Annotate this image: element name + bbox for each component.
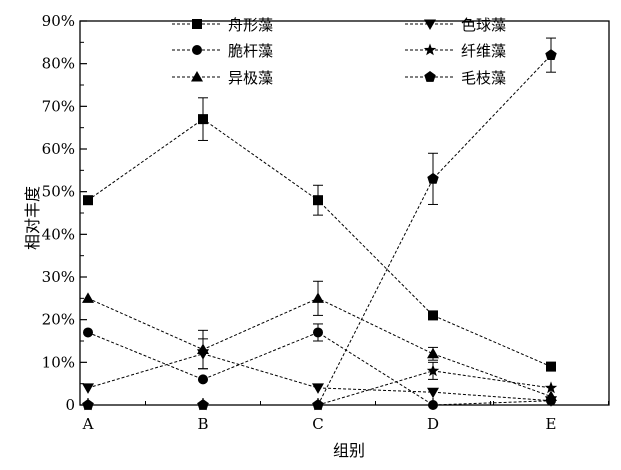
- legend-item: 舟形藻: [172, 16, 273, 34]
- x-axis-title: 组别: [333, 441, 365, 460]
- series-1: [83, 97, 556, 372]
- data-point: [198, 114, 208, 125]
- data-point: [426, 364, 440, 377]
- y-axis-title: 相对丰度: [23, 186, 42, 250]
- x-tick-label: C: [312, 415, 323, 433]
- x-tick-label: B: [197, 415, 208, 433]
- y-tick-label: 0: [65, 396, 75, 414]
- legend-label: 纤维藻: [461, 42, 506, 60]
- data-point: [428, 400, 438, 410]
- y-tick-label: 30%: [42, 268, 75, 286]
- series-layer: [81, 37, 558, 411]
- data-point: [313, 327, 323, 338]
- data-point: [545, 49, 557, 60]
- series-line: [88, 54, 552, 406]
- legend-item: 纤维藻: [405, 42, 506, 60]
- data-point: [198, 374, 208, 385]
- data-point: [545, 396, 557, 407]
- data-point: [312, 292, 324, 303]
- legend-label: 脆杆藻: [228, 42, 273, 60]
- series-line: [87, 297, 552, 397]
- axes: 0 10% 20% 30% 40% 50% 60% 70% 80% 90% A B C D E: [42, 12, 610, 433]
- legend-marker: [423, 43, 437, 56]
- data-point: [313, 195, 323, 206]
- legend-item: 脆杆藻: [172, 42, 273, 60]
- data-point: [82, 383, 94, 394]
- legend-marker: [424, 71, 436, 82]
- series-2: [83, 323, 556, 410]
- legend-label: 异极藻: [228, 69, 273, 87]
- y-tick-label: 80%: [42, 55, 75, 73]
- y-tick-label: 70%: [42, 97, 75, 115]
- data-point: [427, 347, 439, 359]
- data-point: [312, 383, 324, 394]
- y-tick-label: 20%: [42, 311, 75, 329]
- data-point: [312, 399, 324, 410]
- data-point: [546, 361, 556, 372]
- data-point: [544, 381, 558, 394]
- data-point: [428, 310, 438, 321]
- y-tick-label: 40%: [42, 225, 75, 243]
- data-point: [427, 387, 439, 399]
- legend-item: 色球藻: [405, 16, 506, 34]
- legend-label: 舟形藻: [228, 16, 273, 34]
- y-tick-label: 10%: [42, 353, 75, 371]
- legend-marker: [424, 19, 436, 30]
- data-point: [82, 292, 94, 303]
- legend-item: 异极藻: [172, 69, 273, 87]
- plot-frame: [79, 20, 610, 406]
- series-4: [82, 338, 557, 407]
- series-6: [82, 37, 557, 410]
- legend-label: 毛枝藻: [461, 69, 506, 87]
- legend-label: 色球藻: [461, 16, 506, 34]
- data-point: [197, 349, 209, 360]
- legend-item: 毛枝藻: [405, 69, 506, 87]
- legend-marker: [192, 45, 202, 55]
- legend-marker: [192, 19, 202, 29]
- x-tick-label: A: [82, 415, 94, 433]
- x-tick-label: E: [546, 415, 557, 433]
- legend-marker: [191, 71, 203, 82]
- y-tick-label: 90%: [42, 12, 75, 30]
- y-tick-label: 60%: [42, 140, 75, 158]
- data-point: [82, 399, 94, 410]
- series-line: [87, 331, 552, 406]
- data-point: [427, 172, 439, 184]
- x-tick-label: D: [427, 415, 439, 433]
- y-tick-label: 50%: [42, 183, 75, 201]
- data-point: [83, 195, 93, 206]
- data-point: [83, 327, 93, 338]
- data-point: [197, 399, 209, 410]
